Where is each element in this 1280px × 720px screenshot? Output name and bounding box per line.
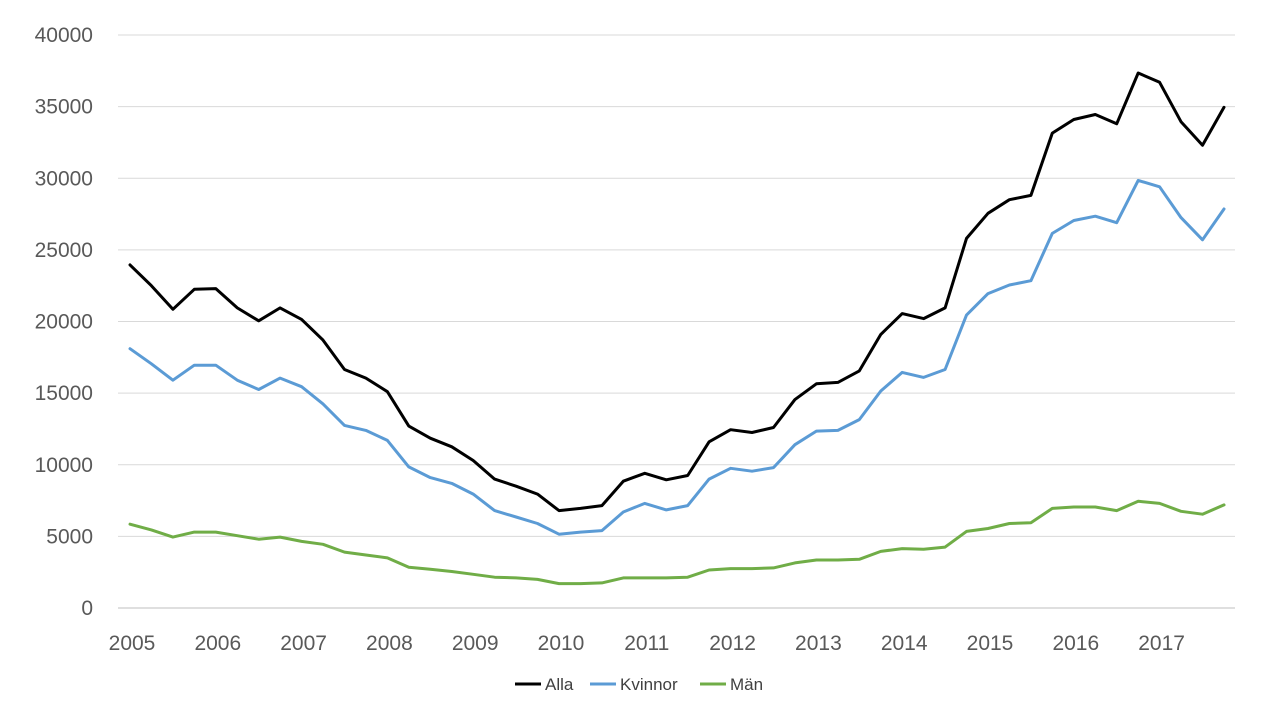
series-lines bbox=[128, 71, 1226, 586]
x-tick-label: 2013 bbox=[795, 632, 842, 655]
x-tick-label: 2012 bbox=[709, 632, 756, 655]
x-tick-label: 2007 bbox=[280, 632, 327, 655]
x-axis-tick-labels: 2005 2006 2007 2008 2009 2010 2011 2012 2013 2014… bbox=[109, 632, 1185, 655]
legend-label: Män bbox=[730, 675, 763, 694]
x-tick-label: 2014 bbox=[881, 632, 928, 655]
y-tick-label: 10000 bbox=[35, 454, 93, 477]
y-tick-label: 20000 bbox=[35, 311, 93, 334]
legend: Alla Kvinnor Män bbox=[515, 675, 763, 694]
y-tick-label: 30000 bbox=[35, 167, 93, 190]
x-tick-label: 2015 bbox=[967, 632, 1014, 655]
series-line-män bbox=[128, 499, 1226, 586]
series-line-alla bbox=[128, 71, 1226, 513]
x-tick-label: 2011 bbox=[624, 632, 669, 655]
series-line-kvinnor bbox=[128, 178, 1226, 536]
y-tick-label: 0 bbox=[81, 597, 93, 620]
legend-label: Kvinnor bbox=[620, 675, 678, 694]
x-tick-label: 2017 bbox=[1138, 632, 1185, 655]
x-tick-label: 2010 bbox=[538, 632, 585, 655]
y-tick-label: 25000 bbox=[35, 239, 93, 262]
gridlines bbox=[118, 34, 1235, 537]
y-axis-tick-labels: 0 5000 10000 15000 20000 25000 30000 35000 40000 bbox=[35, 24, 93, 620]
y-tick-label: 15000 bbox=[35, 382, 93, 405]
legend-label: Alla bbox=[545, 675, 574, 694]
y-tick-label: 5000 bbox=[46, 525, 93, 548]
x-tick-label: 2005 bbox=[109, 632, 156, 655]
x-tick-label: 2006 bbox=[194, 632, 241, 655]
x-tick-label: 2009 bbox=[452, 632, 499, 655]
y-tick-label: 35000 bbox=[35, 96, 93, 119]
x-tick-label: 2016 bbox=[1052, 632, 1099, 655]
y-tick-label: 40000 bbox=[35, 24, 93, 47]
x-tick-label: 2008 bbox=[366, 632, 413, 655]
